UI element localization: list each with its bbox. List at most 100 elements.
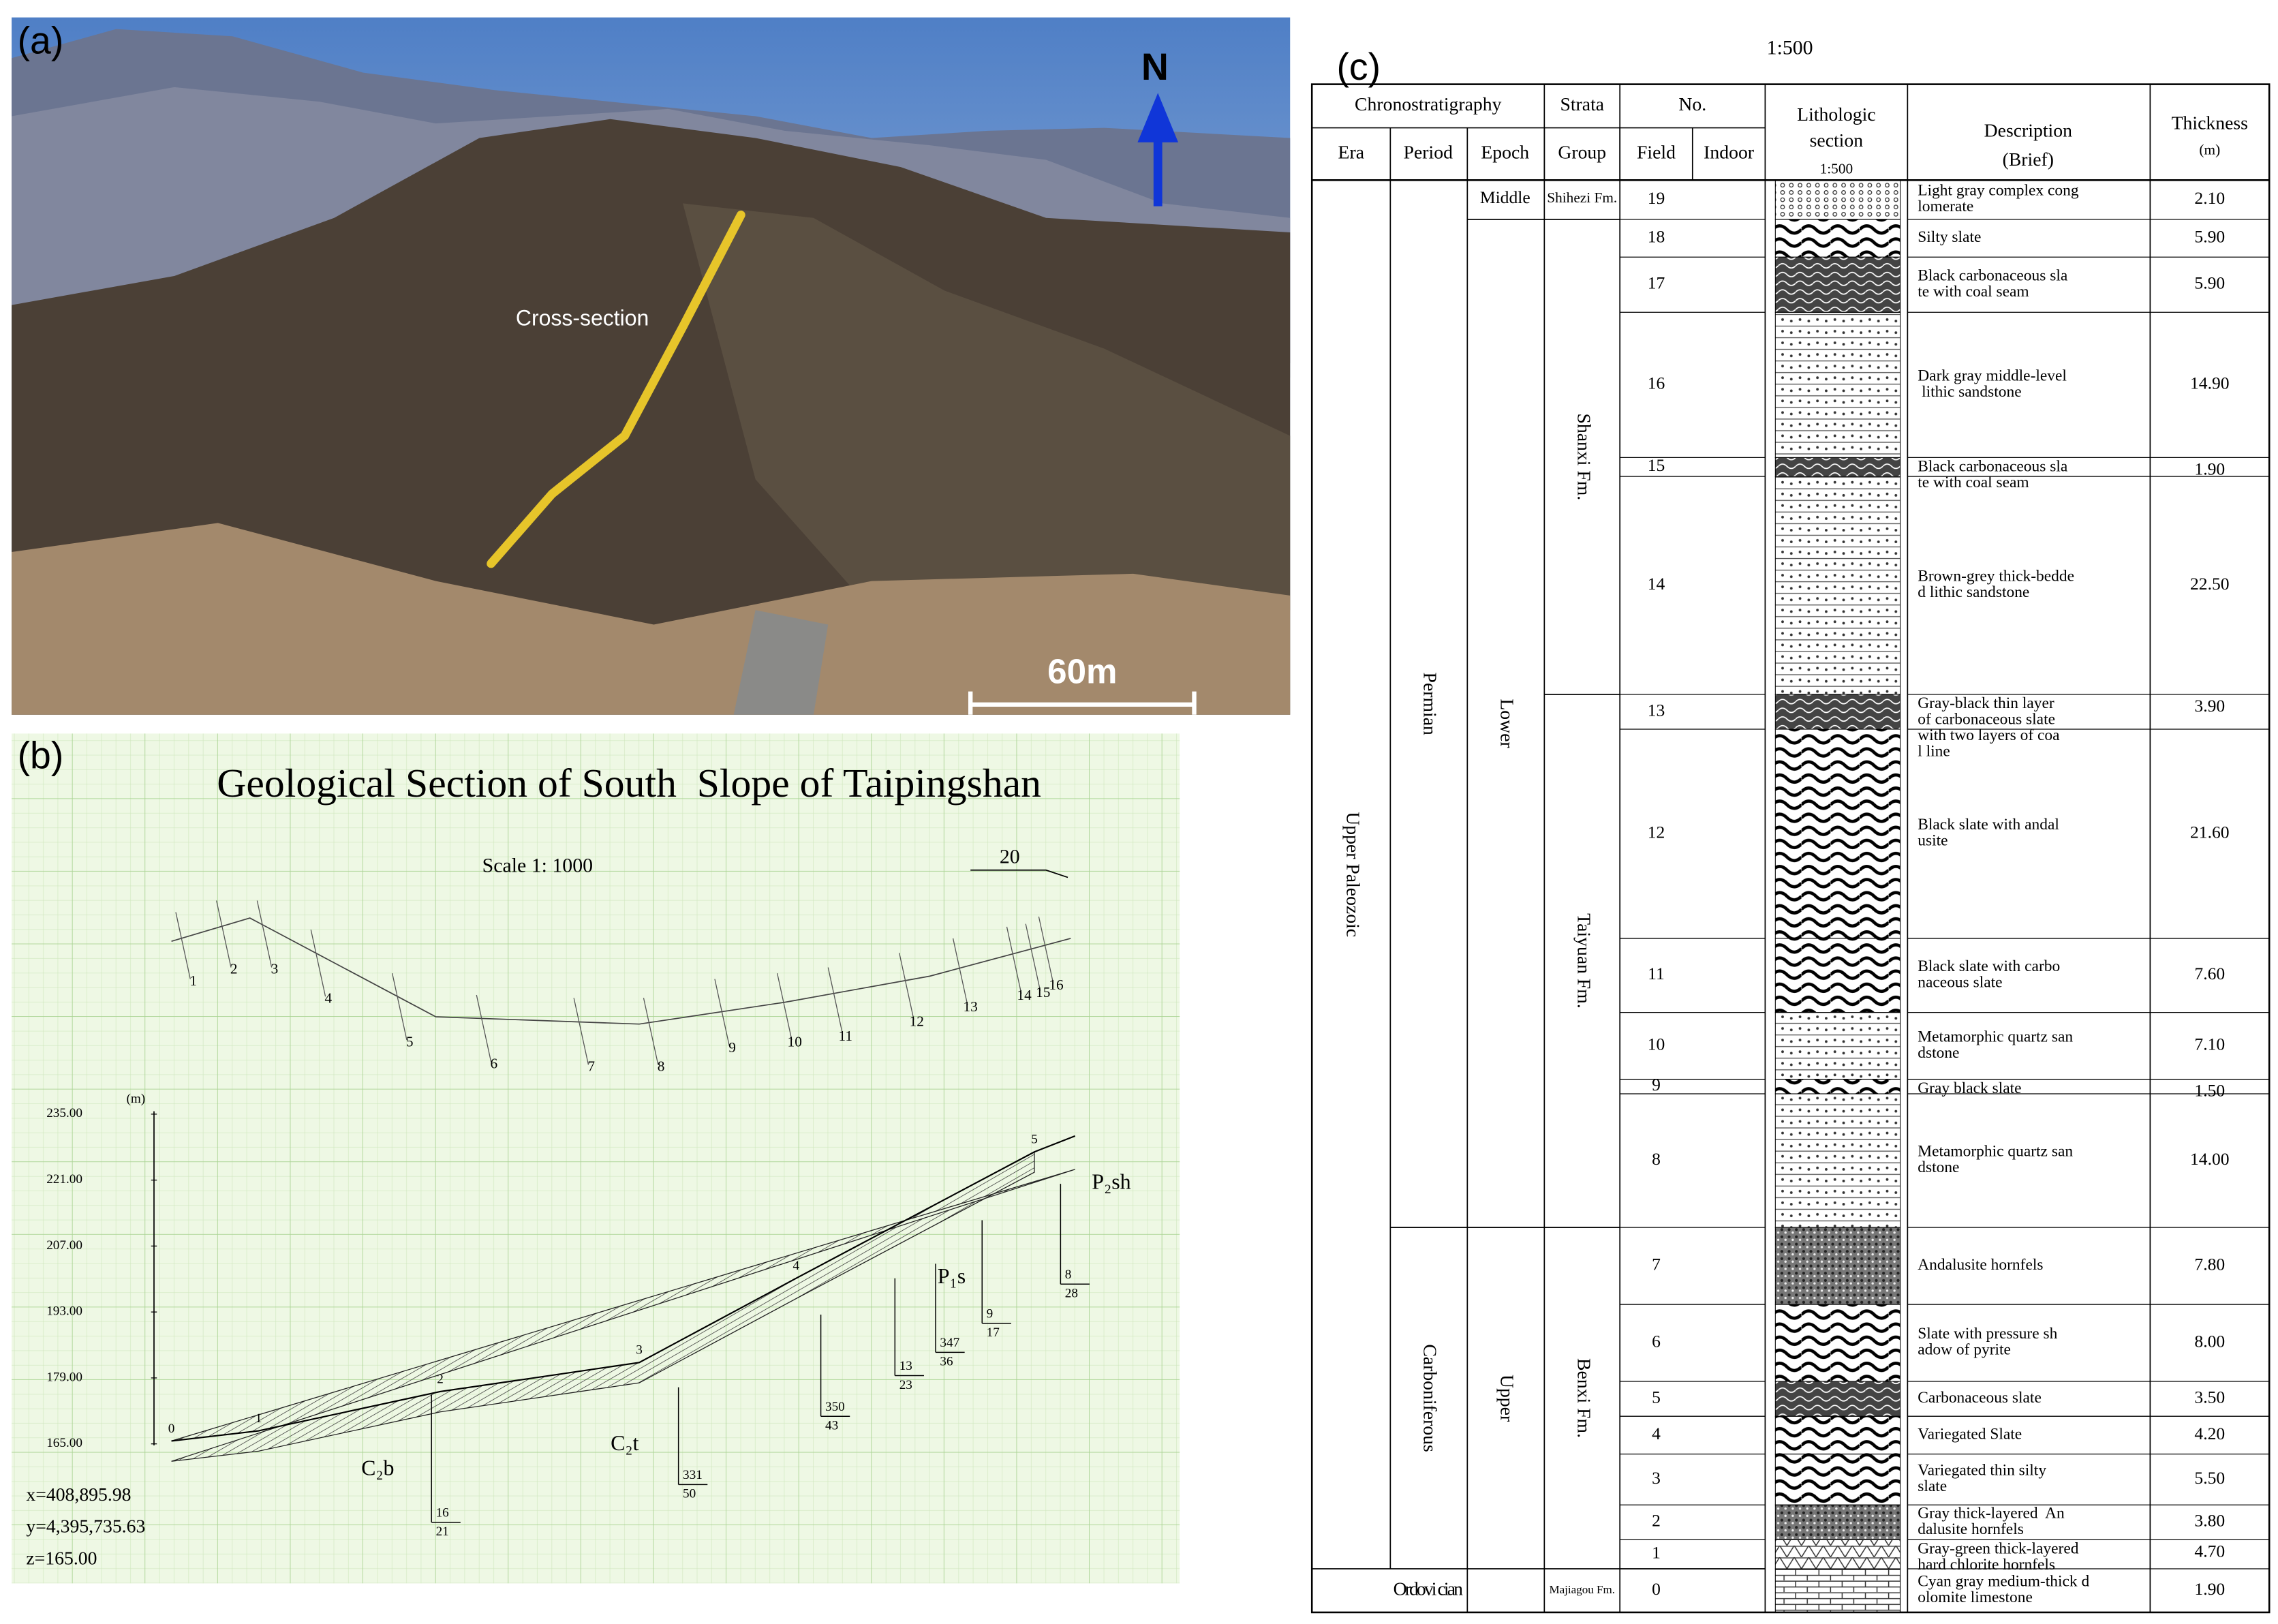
panel-label: (a)	[18, 20, 64, 62]
description: Silty slate	[1918, 228, 1981, 246]
plan-label: 3	[271, 961, 279, 977]
description: Black slate with carbo	[1918, 957, 2060, 975]
field-number: 16	[1648, 373, 1665, 393]
lithology-fill	[1774, 1304, 1901, 1382]
description: hard chlorite hornfels	[1918, 1556, 2055, 1574]
field-number: 17	[1648, 273, 1665, 293]
plan-traverse	[171, 917, 1071, 1025]
description: Black carbonaceous sla	[1918, 458, 2068, 476]
topographic-profile	[171, 1135, 1076, 1442]
description: olomite limestone	[1918, 1589, 2033, 1606]
strike-line	[175, 912, 191, 979]
scale-bar-label: 20	[1000, 846, 1020, 868]
lithology-fill	[1774, 729, 1901, 939]
span-label: Benxi Fm.	[1573, 1358, 1595, 1438]
description: Variegated Slate	[1918, 1425, 2022, 1443]
lithology-fill	[1774, 476, 1901, 695]
attitude-strike: 13	[899, 1359, 912, 1373]
thickness: 7.60	[2194, 964, 2225, 983]
station-label: 4	[793, 1259, 800, 1273]
field-number: 9	[1652, 1075, 1661, 1094]
lithology-fill	[1774, 1079, 1901, 1094]
strike-line	[216, 900, 232, 968]
strike-line	[310, 930, 326, 997]
description: naceous slate	[1918, 973, 2002, 991]
plan-label: 5	[406, 1033, 414, 1050]
header: section	[1810, 129, 1864, 151]
lithology-fill	[1774, 256, 1901, 313]
scale-bar	[970, 869, 1068, 878]
field-number: 19	[1648, 188, 1665, 208]
thickness: 4.70	[2194, 1541, 2225, 1561]
strike-line	[476, 994, 492, 1062]
plan-label: 12	[910, 1013, 924, 1029]
description: of carbonaceous slate	[1918, 711, 2055, 729]
description: Metamorphic quartz san	[1918, 1143, 2073, 1161]
strike-line	[256, 900, 273, 968]
thickness: 7.80	[2194, 1254, 2225, 1274]
north-label: N	[1141, 46, 1169, 88]
span-label: Shanxi Fm.	[1573, 413, 1595, 500]
lithology-fill	[1774, 694, 1901, 730]
annotation: Cross-section	[516, 305, 649, 330]
description: slate	[1918, 1477, 1947, 1495]
plan-label: 16	[1049, 977, 1064, 993]
scale-bar-label: 60m	[1047, 652, 1117, 691]
lithology-fill	[1774, 1227, 1901, 1305]
span-label: Upper Paleozoic	[1342, 812, 1364, 937]
header: Indoor	[1704, 141, 1754, 162]
thickness: 1.50	[2194, 1081, 2225, 1101]
coordinate: x=408,895.98	[26, 1484, 131, 1505]
lithology-fill	[1774, 1381, 1901, 1417]
plan-label: 9	[728, 1039, 736, 1056]
description: dalusite hornfels	[1918, 1520, 2024, 1538]
thickness: 21.60	[2190, 822, 2230, 842]
elevation-label: 207.00	[46, 1238, 82, 1253]
lithology-fill	[1774, 1012, 1901, 1080]
thickness: 22.50	[2190, 574, 2230, 594]
lithology-fill	[1774, 179, 1901, 220]
panel-label: (c)	[1336, 46, 1381, 88]
description: Black carbonaceous sla	[1918, 266, 2068, 284]
attitude-strike: 350	[825, 1400, 845, 1414]
description: Metamorphic quartz san	[1918, 1028, 2073, 1045]
thickness: 3.50	[2194, 1387, 2225, 1407]
header: (Brief)	[2003, 149, 2054, 170]
plan-label: 14	[1017, 987, 1032, 1003]
plan-label: 7	[587, 1058, 595, 1075]
description: usite	[1918, 832, 1948, 850]
attitude-dip: 36	[940, 1355, 953, 1369]
lithology-fill	[1774, 1093, 1901, 1228]
thickness: 14.90	[2190, 373, 2230, 393]
span-label: Carboniferous	[1419, 1344, 1441, 1452]
formation-label: P₂sh	[1092, 1170, 1130, 1194]
span-label: Upper	[1496, 1375, 1518, 1422]
thickness: 2.10	[2194, 188, 2225, 208]
station-label: 0	[168, 1422, 175, 1436]
section-title: Geological Section of South Slope of Tai…	[217, 761, 1041, 806]
description: Dark gray middle-level	[1918, 367, 2067, 384]
description: adow of pyrite	[1918, 1341, 2011, 1359]
header: Description	[1984, 119, 2072, 140]
thickness: 4.20	[2194, 1424, 2225, 1443]
field-number: 6	[1652, 1331, 1661, 1351]
header: 1:500	[1820, 160, 1853, 177]
attitude-dip: 17	[987, 1326, 1000, 1340]
attitude-dip: 23	[899, 1378, 912, 1392]
panel-label: (b)	[18, 734, 64, 776]
attitude-dip: 50	[683, 1487, 696, 1501]
coordinate: y=4,395,735.63	[26, 1516, 145, 1537]
span-label: Taiyuan Fm.	[1573, 913, 1595, 1009]
strike-line	[1025, 923, 1041, 991]
strike-line	[1038, 916, 1054, 984]
thickness: 3.90	[2194, 696, 2225, 716]
strike-line	[899, 953, 914, 1020]
plan-label: 10	[788, 1033, 802, 1050]
attitude-strike: 331	[683, 1468, 703, 1482]
plan-label: 6	[491, 1055, 498, 1071]
span-label: Shihezi Fm.	[1547, 189, 1617, 206]
strike-line	[952, 938, 968, 1006]
header: (m)	[2199, 142, 2220, 158]
scale-text: 1:500	[1767, 36, 1813, 59]
thickness: 5.50	[2194, 1468, 2225, 1488]
